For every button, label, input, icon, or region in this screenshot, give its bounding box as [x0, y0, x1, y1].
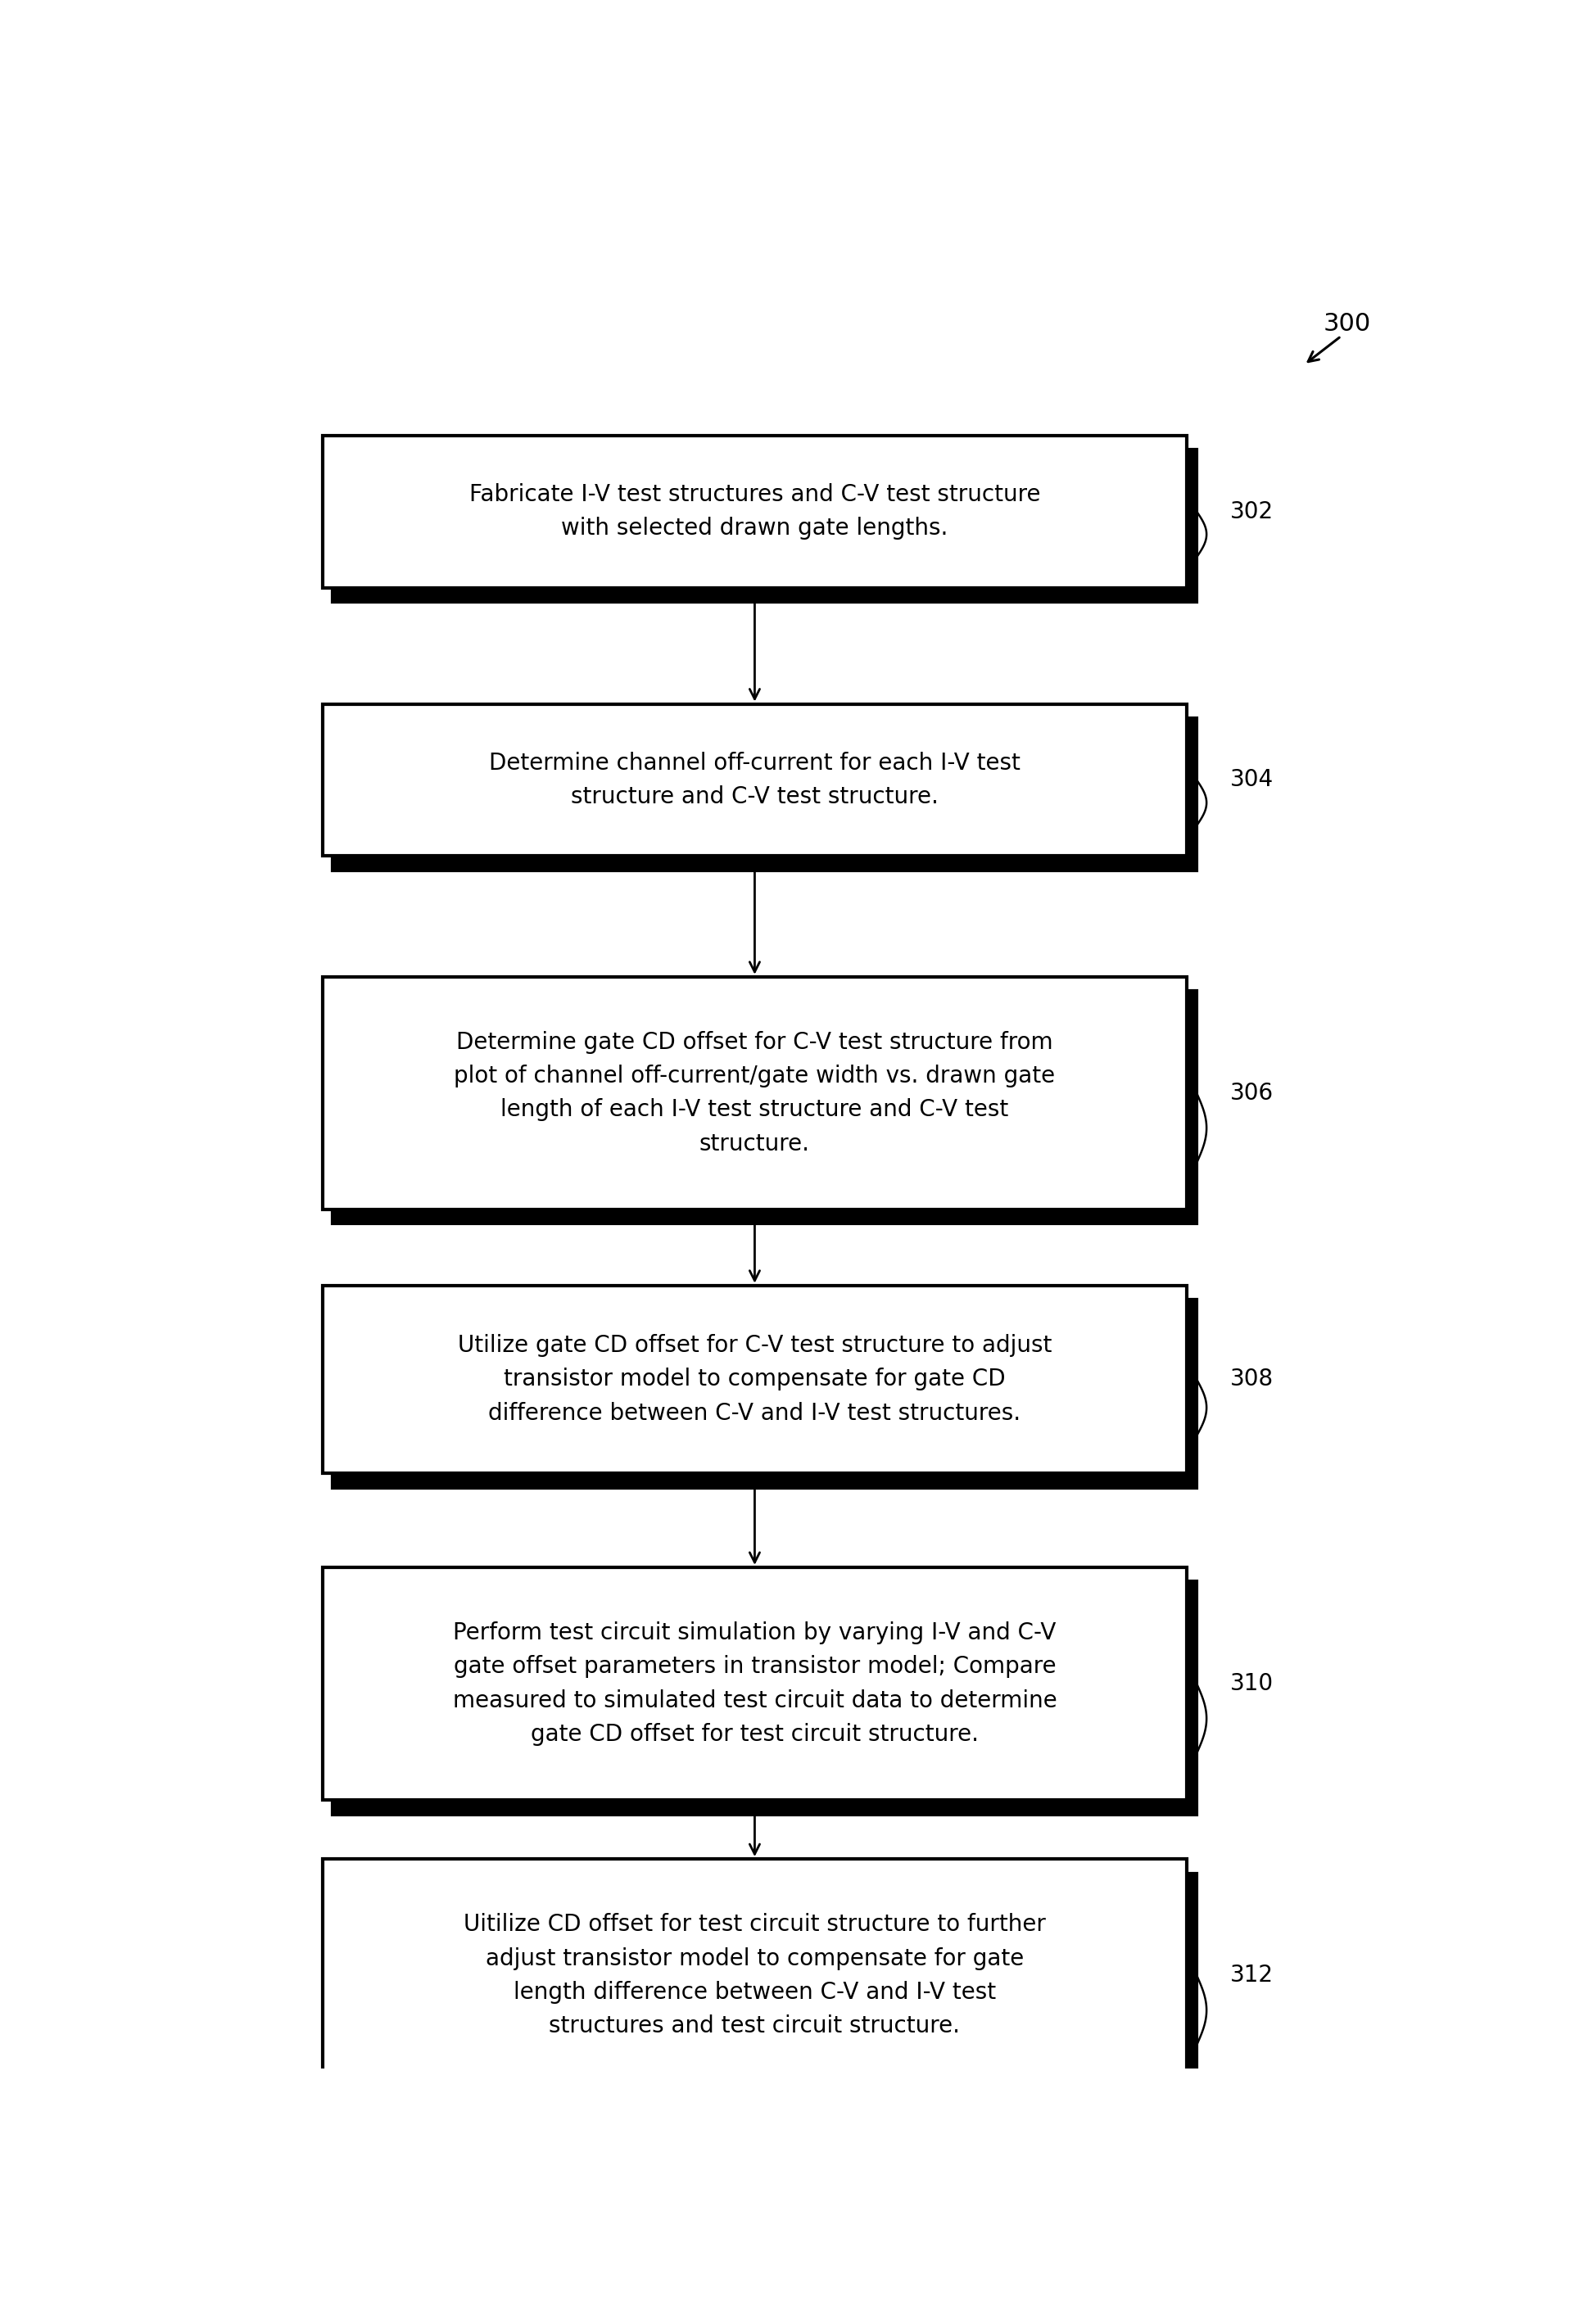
Text: 312: 312 [1230, 1964, 1273, 1987]
FancyBboxPatch shape [322, 435, 1187, 588]
FancyBboxPatch shape [322, 704, 1187, 855]
Text: Determine channel off-current for each I-V test
structure and C-V test structure: Determine channel off-current for each I… [489, 751, 1021, 809]
FancyBboxPatch shape [333, 1873, 1196, 2106]
FancyBboxPatch shape [322, 1285, 1187, 1473]
Text: Uitilize CD offset for test circuit structure to further
adjust transistor model: Uitilize CD offset for test circuit stru… [464, 1913, 1045, 2038]
FancyBboxPatch shape [333, 718, 1196, 869]
FancyBboxPatch shape [322, 1566, 1187, 1799]
FancyBboxPatch shape [333, 990, 1196, 1225]
Text: Determine gate CD offset for C-V test structure from
plot of channel off-current: Determine gate CD offset for C-V test st… [454, 1032, 1055, 1155]
Text: 302: 302 [1230, 500, 1273, 523]
FancyBboxPatch shape [333, 451, 1196, 602]
Text: 300: 300 [1324, 311, 1372, 335]
FancyBboxPatch shape [333, 1299, 1196, 1487]
Text: 308: 308 [1230, 1369, 1273, 1390]
Text: 304: 304 [1230, 769, 1273, 792]
Text: Utilize gate CD offset for C-V test structure to adjust
transistor model to comp: Utilize gate CD offset for C-V test stru… [457, 1334, 1051, 1425]
FancyBboxPatch shape [322, 1859, 1187, 2092]
Text: 310: 310 [1230, 1673, 1273, 1694]
Text: Fabricate I-V test structures and C-V test structure
with selected drawn gate le: Fabricate I-V test structures and C-V te… [468, 483, 1040, 539]
Text: 306: 306 [1230, 1081, 1273, 1104]
Text: Perform test circuit simulation by varying I-V and C-V
gate offset parameters in: Perform test circuit simulation by varyi… [452, 1622, 1056, 1745]
FancyBboxPatch shape [322, 976, 1187, 1208]
FancyBboxPatch shape [333, 1583, 1196, 1815]
